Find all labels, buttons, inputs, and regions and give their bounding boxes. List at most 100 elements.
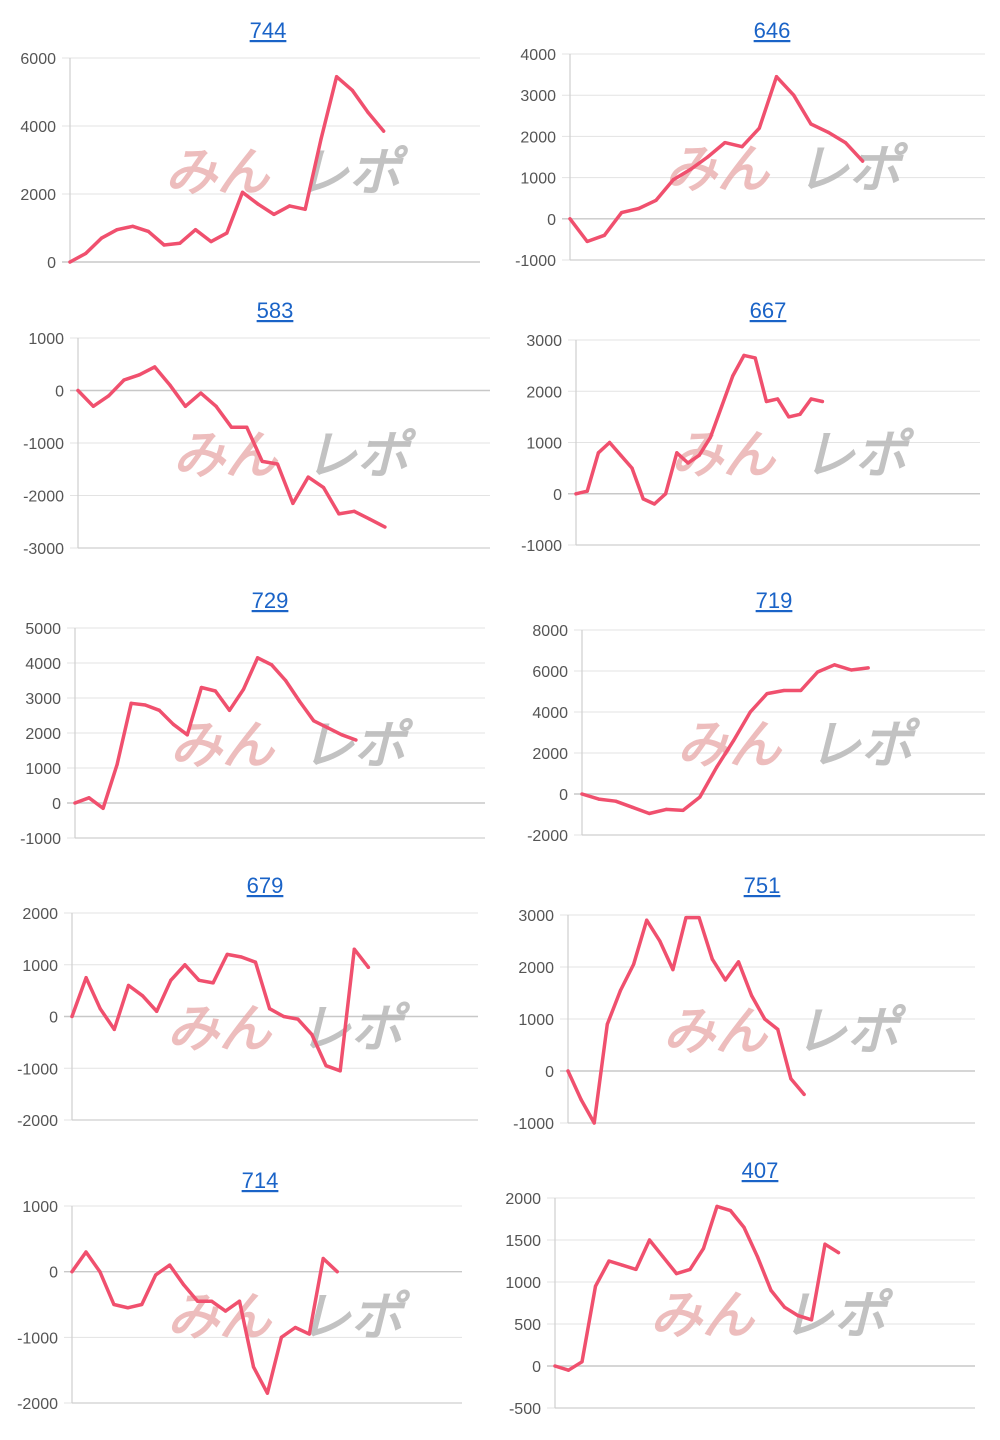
y-tick-label: -2000 — [23, 489, 64, 506]
data-point — [112, 1027, 116, 1032]
data-point — [798, 412, 802, 416]
data-point — [710, 957, 714, 961]
data-point — [602, 233, 607, 237]
y-tick-label: -1000 — [515, 253, 556, 270]
data-point — [265, 1391, 270, 1395]
data-point — [764, 399, 769, 404]
data-point — [731, 374, 735, 378]
data-point — [671, 968, 675, 972]
chart-panel-667: 667 -1000 0 1000 2000 3000 みん レポ — [500, 290, 1000, 570]
data-point — [326, 726, 330, 730]
data-point — [647, 811, 651, 816]
data-point — [684, 916, 688, 920]
data-point — [796, 1314, 800, 1318]
data-point — [774, 75, 779, 79]
data-point — [637, 206, 641, 211]
data-point — [697, 453, 701, 457]
chart-title-link[interactable]: 729 — [252, 588, 289, 613]
data-point — [652, 502, 657, 506]
data-point — [383, 525, 387, 529]
y-tick-label: 2000 — [520, 129, 556, 146]
data-point — [593, 1284, 598, 1288]
chart-panel-714: 714 -2000 -1000 0 1000 みん レポ — [0, 1160, 500, 1440]
y-tick-label: 5000 — [25, 621, 61, 638]
y-tick-label: 500 — [514, 1317, 541, 1334]
data-point — [122, 378, 126, 382]
data-point — [674, 1272, 679, 1276]
data-point — [70, 1014, 74, 1019]
data-point — [742, 1225, 746, 1229]
data-point — [849, 668, 853, 672]
data-point — [183, 404, 188, 408]
y-tick-label: 1000 — [22, 958, 58, 975]
chart-title-link[interactable]: 646 — [754, 18, 791, 43]
chart-panel-646: 646 -1000 0 1000 2000 3000 4000 みん レポ — [500, 10, 1000, 290]
data-point — [630, 805, 635, 809]
data-point — [307, 1332, 311, 1336]
y-tick-label: 2000 — [22, 906, 58, 923]
data-point — [596, 451, 601, 455]
y-tick-label: 0 — [55, 384, 64, 401]
y-tick-label: -500 — [509, 1401, 541, 1418]
data-point — [592, 1121, 596, 1125]
data-point — [820, 399, 825, 404]
data-point — [282, 1014, 286, 1019]
chart-title-link[interactable]: 744 — [250, 18, 287, 43]
y-tick-label: -1000 — [23, 436, 64, 453]
chart-title-link[interactable]: 679 — [247, 873, 284, 898]
data-point — [664, 492, 668, 496]
data-point — [686, 461, 690, 465]
data-point — [753, 356, 757, 360]
chart-title-link[interactable]: 719 — [756, 588, 793, 613]
data-point — [769, 1288, 773, 1292]
data-point — [155, 1009, 159, 1013]
data-point — [337, 512, 341, 516]
data-point — [303, 207, 307, 211]
chart-title-link[interactable]: 667 — [750, 298, 787, 323]
data-point — [126, 983, 131, 988]
y-tick-label: -1000 — [17, 1061, 58, 1078]
data-point — [816, 670, 820, 674]
data-point — [574, 492, 578, 496]
data-point — [860, 159, 865, 163]
watermark-logo-left: みん — [167, 1000, 273, 1060]
data-point — [126, 1306, 130, 1310]
data-point — [131, 224, 135, 228]
data-point — [354, 738, 358, 742]
data-point — [826, 130, 830, 134]
y-tick-label: 1000 — [25, 761, 61, 778]
data-point — [706, 155, 710, 159]
data-point — [614, 799, 618, 803]
y-tick-label: 0 — [532, 1359, 541, 1376]
data-point — [240, 190, 245, 194]
data-point — [68, 260, 72, 264]
chart-title-link[interactable]: 714 — [242, 1168, 279, 1193]
chart-svg: 751 -1000 0 1000 2000 3000 みん レポ — [513, 873, 975, 1133]
data-point — [101, 806, 105, 810]
chart-title-link[interactable]: 407 — [742, 1158, 779, 1183]
y-tick-label: 2000 — [526, 384, 562, 401]
chart-title-link[interactable]: 751 — [744, 873, 781, 898]
watermark-logo-left: みん — [671, 426, 777, 486]
data-point — [367, 517, 372, 521]
data-point — [324, 1064, 328, 1068]
data-point — [605, 1022, 609, 1026]
data-point — [789, 1077, 793, 1081]
y-tick-label: 4000 — [25, 656, 61, 673]
data-point — [306, 475, 310, 479]
data-point — [227, 708, 232, 712]
data-point — [701, 1246, 706, 1250]
data-point — [792, 93, 796, 97]
data-point — [143, 703, 147, 707]
chart-title-link[interactable]: 583 — [257, 298, 294, 323]
data-point — [199, 391, 203, 395]
data-point — [661, 1255, 665, 1259]
data-point — [310, 1033, 314, 1037]
data-point — [607, 1259, 611, 1263]
y-tick-label: 2000 — [505, 1191, 541, 1208]
data-point — [169, 978, 173, 982]
data-point — [335, 1270, 339, 1274]
watermark-logo-left: みん — [167, 1288, 273, 1348]
y-tick-label: 6000 — [532, 664, 568, 681]
